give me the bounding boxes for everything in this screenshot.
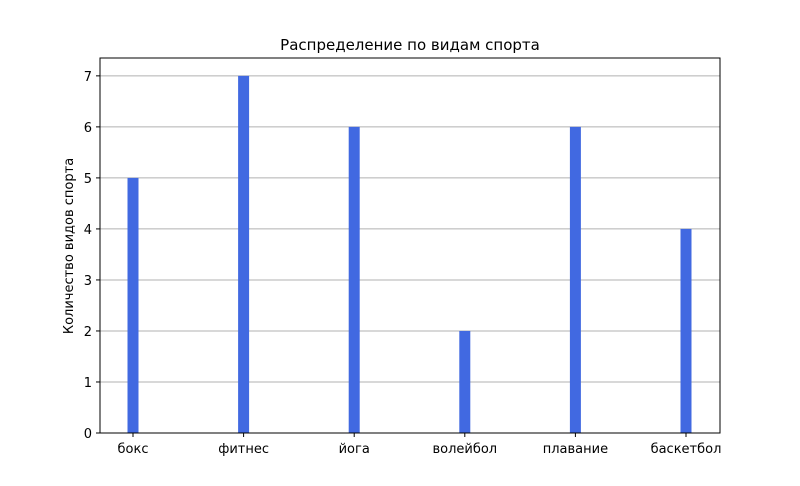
y-tick-label: 6: [84, 121, 92, 136]
x-tick-label: йога: [339, 442, 370, 457]
y-tick-label: 1: [84, 376, 92, 391]
y-tick-label: 7: [84, 70, 92, 85]
bar-2: [348, 126, 360, 433]
bars: [127, 75, 692, 433]
y-tick-label: 4: [84, 223, 92, 238]
x-axis-ticks: бокс фитнес йога волейбол плавание баскетбол: [118, 433, 722, 457]
y-axis-ticks: 0 1 2 3 4 5 6 7: [84, 70, 100, 442]
y-tick-label: 5: [84, 172, 92, 187]
chart-title: Распределение по видам спорта: [280, 36, 540, 54]
plot-frame: [99, 57, 721, 434]
bar-4: [569, 126, 581, 433]
grid-lines: [100, 75, 720, 434]
x-tick-label: бокс: [118, 442, 149, 457]
bar-5: [680, 228, 692, 433]
x-tick-label: фитнес: [218, 442, 269, 457]
x-tick-label: плавание: [543, 442, 608, 457]
x-tick-label: баскетбол: [651, 442, 722, 457]
y-tick-label: 0: [84, 427, 92, 442]
bar-0: [127, 177, 139, 433]
y-tick-label: 2: [84, 325, 92, 340]
bar-1: [238, 75, 250, 433]
y-tick-label: 3: [84, 274, 92, 289]
bar-3: [459, 330, 471, 433]
y-axis-label: Количество видов спорта: [62, 158, 77, 334]
x-tick-label: волейбол: [432, 442, 497, 457]
